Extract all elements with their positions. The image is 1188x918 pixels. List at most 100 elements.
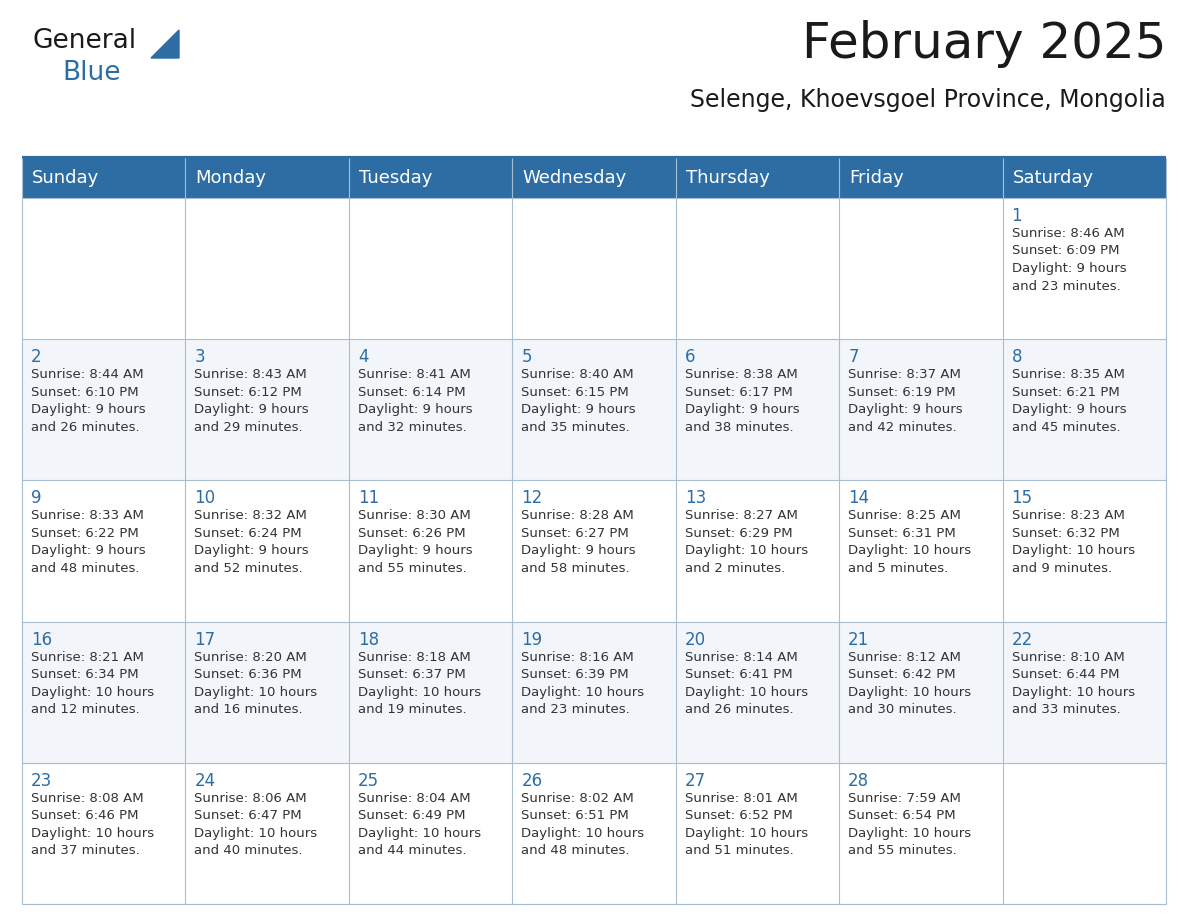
Text: Sunset: 6:37 PM: Sunset: 6:37 PM bbox=[358, 668, 466, 681]
Text: 19: 19 bbox=[522, 631, 543, 649]
Bar bbox=[185, 339, 349, 480]
Text: 11: 11 bbox=[358, 489, 379, 508]
Text: Sunrise: 8:38 AM: Sunrise: 8:38 AM bbox=[684, 368, 797, 381]
Bar bbox=[676, 339, 839, 480]
Text: Sunrise: 8:33 AM: Sunrise: 8:33 AM bbox=[31, 509, 144, 522]
Bar bbox=[676, 158, 839, 198]
Text: Sunrise: 8:41 AM: Sunrise: 8:41 AM bbox=[358, 368, 470, 381]
Text: Sunrise: 8:06 AM: Sunrise: 8:06 AM bbox=[195, 792, 307, 805]
Text: Sunrise: 8:01 AM: Sunrise: 8:01 AM bbox=[684, 792, 797, 805]
Text: and 38 minutes.: and 38 minutes. bbox=[684, 420, 794, 433]
Bar bbox=[185, 198, 349, 339]
Text: Thursday: Thursday bbox=[685, 169, 770, 187]
Text: 1: 1 bbox=[1011, 207, 1022, 225]
Text: Blue: Blue bbox=[62, 60, 120, 86]
Text: Sunrise: 8:43 AM: Sunrise: 8:43 AM bbox=[195, 368, 308, 381]
Bar bbox=[839, 339, 1003, 480]
Text: Daylight: 10 hours: Daylight: 10 hours bbox=[848, 827, 972, 840]
Text: and 33 minutes.: and 33 minutes. bbox=[1011, 703, 1120, 716]
Text: Sunrise: 8:23 AM: Sunrise: 8:23 AM bbox=[1011, 509, 1125, 522]
Bar bbox=[185, 621, 349, 763]
Text: Sunset: 6:36 PM: Sunset: 6:36 PM bbox=[195, 668, 302, 681]
Text: 15: 15 bbox=[1011, 489, 1032, 508]
Text: and 40 minutes.: and 40 minutes. bbox=[195, 845, 303, 857]
Text: 16: 16 bbox=[31, 631, 52, 649]
Bar bbox=[23, 621, 185, 763]
Bar bbox=[185, 480, 349, 621]
Text: Daylight: 10 hours: Daylight: 10 hours bbox=[522, 686, 644, 699]
Text: Sunset: 6:12 PM: Sunset: 6:12 PM bbox=[195, 386, 302, 398]
Text: 14: 14 bbox=[848, 489, 870, 508]
Bar bbox=[23, 339, 185, 480]
Bar bbox=[349, 763, 512, 904]
Bar bbox=[839, 621, 1003, 763]
Bar bbox=[839, 763, 1003, 904]
Bar bbox=[23, 198, 185, 339]
Text: Monday: Monday bbox=[196, 169, 266, 187]
Bar bbox=[676, 198, 839, 339]
Text: Daylight: 10 hours: Daylight: 10 hours bbox=[684, 827, 808, 840]
Bar bbox=[1003, 621, 1165, 763]
Text: and 44 minutes.: and 44 minutes. bbox=[358, 845, 467, 857]
Text: Sunset: 6:14 PM: Sunset: 6:14 PM bbox=[358, 386, 466, 398]
Bar bbox=[1003, 480, 1165, 621]
Text: 22: 22 bbox=[1011, 631, 1032, 649]
Text: Daylight: 9 hours: Daylight: 9 hours bbox=[522, 403, 636, 416]
Text: Sunrise: 8:12 AM: Sunrise: 8:12 AM bbox=[848, 651, 961, 664]
Text: 25: 25 bbox=[358, 772, 379, 789]
Text: Saturday: Saturday bbox=[1012, 169, 1094, 187]
Text: 3: 3 bbox=[195, 348, 206, 366]
Text: Tuesday: Tuesday bbox=[359, 169, 432, 187]
Text: and 19 minutes.: and 19 minutes. bbox=[358, 703, 467, 716]
Text: Sunday: Sunday bbox=[32, 169, 100, 187]
Text: Sunset: 6:54 PM: Sunset: 6:54 PM bbox=[848, 810, 956, 823]
Text: and 29 minutes.: and 29 minutes. bbox=[195, 420, 303, 433]
Text: Sunset: 6:34 PM: Sunset: 6:34 PM bbox=[31, 668, 139, 681]
Text: Sunrise: 8:21 AM: Sunrise: 8:21 AM bbox=[31, 651, 144, 664]
Text: Daylight: 9 hours: Daylight: 9 hours bbox=[522, 544, 636, 557]
Text: 17: 17 bbox=[195, 631, 215, 649]
Bar bbox=[1003, 763, 1165, 904]
Text: Daylight: 10 hours: Daylight: 10 hours bbox=[848, 686, 972, 699]
Text: Daylight: 9 hours: Daylight: 9 hours bbox=[195, 544, 309, 557]
Text: and 55 minutes.: and 55 minutes. bbox=[358, 562, 467, 575]
Text: Daylight: 10 hours: Daylight: 10 hours bbox=[1011, 544, 1135, 557]
Text: Daylight: 10 hours: Daylight: 10 hours bbox=[31, 827, 154, 840]
Text: Sunset: 6:26 PM: Sunset: 6:26 PM bbox=[358, 527, 466, 540]
Bar bbox=[512, 339, 676, 480]
Text: and 16 minutes.: and 16 minutes. bbox=[195, 703, 303, 716]
Bar bbox=[676, 763, 839, 904]
Text: Daylight: 10 hours: Daylight: 10 hours bbox=[358, 827, 481, 840]
Text: Sunset: 6:21 PM: Sunset: 6:21 PM bbox=[1011, 386, 1119, 398]
Text: Sunset: 6:19 PM: Sunset: 6:19 PM bbox=[848, 386, 956, 398]
Text: Sunset: 6:10 PM: Sunset: 6:10 PM bbox=[31, 386, 139, 398]
Text: Sunset: 6:39 PM: Sunset: 6:39 PM bbox=[522, 668, 628, 681]
Text: Sunrise: 8:04 AM: Sunrise: 8:04 AM bbox=[358, 792, 470, 805]
Text: and 42 minutes.: and 42 minutes. bbox=[848, 420, 956, 433]
Bar bbox=[839, 480, 1003, 621]
Text: 7: 7 bbox=[848, 348, 859, 366]
Text: and 32 minutes.: and 32 minutes. bbox=[358, 420, 467, 433]
Text: and 12 minutes.: and 12 minutes. bbox=[31, 703, 140, 716]
Text: and 52 minutes.: and 52 minutes. bbox=[195, 562, 303, 575]
Text: Daylight: 10 hours: Daylight: 10 hours bbox=[684, 686, 808, 699]
Text: Sunset: 6:31 PM: Sunset: 6:31 PM bbox=[848, 527, 956, 540]
Text: 27: 27 bbox=[684, 772, 706, 789]
Text: Sunset: 6:29 PM: Sunset: 6:29 PM bbox=[684, 527, 792, 540]
Bar bbox=[349, 480, 512, 621]
Text: 28: 28 bbox=[848, 772, 870, 789]
Text: Daylight: 10 hours: Daylight: 10 hours bbox=[848, 544, 972, 557]
Text: Sunset: 6:51 PM: Sunset: 6:51 PM bbox=[522, 810, 628, 823]
Text: Selenge, Khoevsgoel Province, Mongolia: Selenge, Khoevsgoel Province, Mongolia bbox=[690, 88, 1165, 112]
Text: Sunset: 6:42 PM: Sunset: 6:42 PM bbox=[848, 668, 956, 681]
Bar bbox=[676, 621, 839, 763]
Bar bbox=[512, 198, 676, 339]
Text: and 55 minutes.: and 55 minutes. bbox=[848, 845, 956, 857]
Text: Daylight: 10 hours: Daylight: 10 hours bbox=[195, 686, 317, 699]
Bar bbox=[349, 621, 512, 763]
Text: Sunrise: 8:40 AM: Sunrise: 8:40 AM bbox=[522, 368, 634, 381]
Text: 23: 23 bbox=[31, 772, 52, 789]
Bar bbox=[1003, 339, 1165, 480]
Text: Daylight: 9 hours: Daylight: 9 hours bbox=[31, 403, 146, 416]
Text: 2: 2 bbox=[31, 348, 42, 366]
